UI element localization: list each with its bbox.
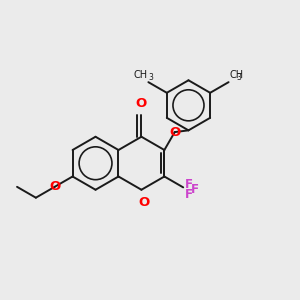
Text: 3: 3 xyxy=(149,73,154,82)
Text: O: O xyxy=(136,97,147,110)
Text: F: F xyxy=(185,188,193,201)
Text: CH: CH xyxy=(133,70,147,80)
Text: O: O xyxy=(169,126,180,139)
Text: O: O xyxy=(139,196,150,209)
Text: CH: CH xyxy=(230,70,244,80)
Text: O: O xyxy=(49,180,60,193)
Text: 3: 3 xyxy=(236,73,241,82)
Text: F: F xyxy=(185,178,193,191)
Text: F: F xyxy=(190,183,199,196)
